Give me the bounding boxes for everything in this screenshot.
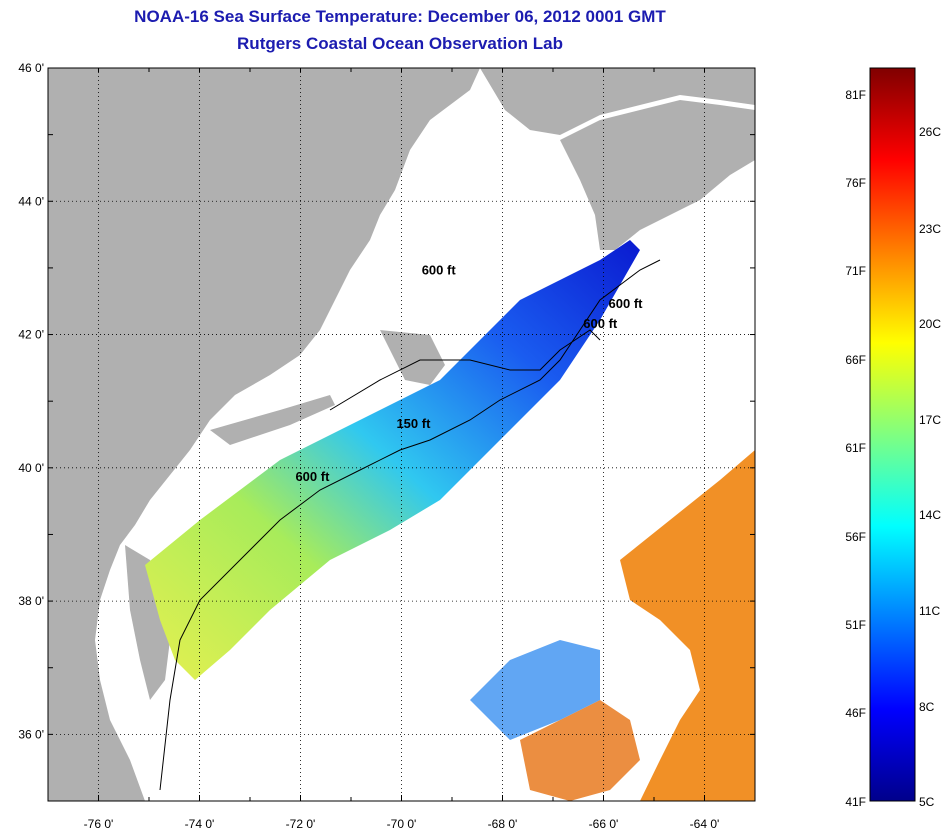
sst-mixed-patch-south: [470, 640, 600, 740]
lon-tick-label: -70 0': [387, 817, 417, 831]
colorbar-c-label: 14C: [919, 508, 941, 522]
north-america-land: [48, 68, 480, 801]
lat-tick-label: 46 0': [18, 61, 44, 75]
lon-tick-label: -74 0': [185, 817, 215, 831]
colorbar-f-label: 66F: [845, 353, 866, 367]
cape-cod-land: [380, 330, 445, 385]
sst-swath-main: [145, 240, 640, 680]
colorbar-c-label: 17C: [919, 413, 941, 427]
long-island-land: [210, 395, 335, 445]
new-brunswick-land: [480, 68, 755, 135]
colorbar-f-label: 76F: [845, 176, 866, 190]
colorbar-f-label: 51F: [845, 618, 866, 632]
contour-label: 600 ft: [583, 316, 618, 331]
lon-tick-label: -64 0': [690, 817, 720, 831]
colorbar-c-label: 26C: [919, 125, 941, 139]
colorbar-c-label: 20C: [919, 317, 941, 331]
lon-tick-label: -66 0': [589, 817, 619, 831]
colorbar-f-label: 81F: [845, 88, 866, 102]
map-title: NOAA-16 Sea Surface Temperature: Decembe…: [134, 7, 666, 26]
colorbar-f-label: 61F: [845, 441, 866, 455]
lon-tick-label: -72 0': [286, 817, 316, 831]
contour-labels: 600 ft 600 ft 600 ft 150 ft 600 ft: [295, 263, 643, 485]
colorbar-c-label: 23C: [919, 222, 941, 236]
colorbar-labels: 81F 76F 71F 66F 61F 56F 51F 46F 41F 26C 23C 20C 17C 1…: [845, 88, 941, 809]
lat-tick-label: 42 0': [18, 328, 44, 342]
colorbar-c-label: 11C: [919, 604, 940, 618]
sst-warm-patch-southeast: [620, 450, 755, 801]
colorbar-c-label: 5C: [919, 795, 935, 809]
contour-label: 150 ft: [396, 416, 431, 431]
colorbar-scale: [869, 67, 916, 802]
lat-tick-label: 40 0': [18, 461, 44, 475]
colorbar-f-label: 41F: [845, 795, 866, 809]
depth-contour-inner: [329, 329, 601, 411]
contour-label: 600 ft: [295, 469, 330, 484]
sst-warm-patch-south: [520, 700, 640, 801]
map-axes: -76 0' -74 0' -72 0' -70 0' -68 0' -66 0' -64 …: [18, 61, 756, 831]
depth-contour: [159, 259, 661, 791]
map-subtitle: Rutgers Coastal Ocean Observation Lab: [237, 34, 563, 53]
colorbar-f-label: 46F: [845, 706, 866, 720]
colorbar-f-label: 71F: [845, 264, 866, 278]
nova-scotia-land: [560, 100, 755, 250]
lat-tick-label: 36 0': [18, 727, 44, 741]
lon-tick-label: -76 0': [84, 817, 114, 831]
contour-label: 600 ft: [422, 263, 457, 278]
lon-tick-label: -68 0': [488, 817, 518, 831]
colorbar-f-label: 56F: [845, 530, 866, 544]
lat-tick-label: 38 0': [18, 594, 44, 608]
lat-tick-label: 44 0': [18, 194, 44, 208]
colorbar-c-label: 8C: [919, 700, 935, 714]
contour-label: 600 ft: [609, 296, 644, 311]
